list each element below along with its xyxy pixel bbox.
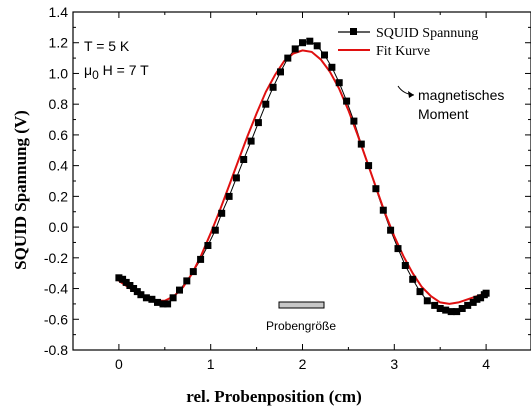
field-sub: 0 [92, 68, 99, 82]
squid-data-point [409, 275, 417, 283]
legend-squid-label: SQUID Spannung [376, 26, 478, 41]
moment-annotation-line2: Moment [418, 106, 469, 122]
y-tick-label: 1.0 [49, 65, 69, 81]
squid-data-point [122, 278, 130, 286]
squid-data-point [148, 295, 156, 303]
field-rest: H = 7 T [99, 62, 149, 78]
squid-data-point [423, 297, 431, 305]
squid-data-point [130, 285, 138, 292]
y-tick-label: -0.8 [44, 342, 68, 358]
squid-series-line [118, 40, 487, 313]
squid-data-point [269, 83, 277, 91]
squid-data-point [365, 162, 373, 170]
y-tick-label: 0.4 [49, 158, 69, 174]
squid-data-point [350, 117, 358, 125]
moment-arrowhead [408, 91, 414, 98]
squid-data-point [453, 308, 461, 316]
squid-data-point [469, 298, 477, 306]
squid-data-point [183, 277, 191, 285]
legend-squid-marker [350, 28, 357, 35]
x-tick-label: 4 [482, 356, 490, 372]
squid-data-point [142, 294, 150, 302]
squid-data-point [401, 262, 409, 269]
squid-data-point [197, 255, 205, 263]
x-tick-label: 0 [115, 356, 123, 372]
squid-data-point [313, 42, 321, 50]
y-axis-title: SQUID Spannung (V) [11, 110, 30, 270]
moment-annotation-line1: magnetisches [418, 87, 504, 103]
y-tick-label: 1.2 [49, 35, 69, 51]
squid-data-point [284, 54, 292, 62]
squid-data-point [189, 268, 197, 276]
squid-data-point [473, 295, 481, 303]
y-tick-label: 0.8 [49, 96, 69, 112]
squid-data-point [343, 97, 351, 105]
squid-data-point [482, 289, 490, 297]
squid-data-point [372, 185, 380, 193]
y-tick-label: 0.0 [49, 219, 69, 235]
squid-data-point [416, 288, 424, 296]
squid-data-point [254, 119, 262, 127]
field-mu: μ [84, 62, 92, 78]
squid-data-point [119, 275, 127, 283]
squid-data-point [464, 301, 472, 309]
squid-data-point [225, 192, 233, 200]
squid-data-point [291, 45, 299, 53]
squid-data-point [204, 242, 212, 249]
sample-size-bar [278, 301, 325, 309]
squid-data-point [115, 274, 123, 282]
squid-data-point [154, 298, 161, 306]
x-tick-label: 2 [299, 356, 307, 372]
y-tick-label: -0.4 [44, 281, 68, 297]
squid-data-point [240, 156, 248, 163]
squid-data-point [306, 37, 314, 45]
squid-data-point [126, 282, 134, 289]
squid-data-point [176, 286, 183, 294]
squid-data-point [328, 63, 336, 71]
squid-data-point [299, 39, 306, 47]
squid-data-point [277, 68, 284, 76]
y-tick-label: 0.6 [49, 127, 69, 143]
squid-data-point [436, 305, 444, 312]
squid-data-point [262, 100, 270, 108]
squid-data-point [232, 174, 240, 182]
squid-data-point [447, 308, 455, 316]
y-tick-label: 0.2 [49, 188, 69, 204]
squid-data-point [379, 206, 387, 214]
squid-data-point [357, 140, 365, 148]
squid-data-point [247, 137, 255, 145]
y-tick-label: -0.2 [44, 250, 68, 266]
legend-fit-label: Fit Kurve [376, 44, 430, 59]
x-axis-title: rel. Probenposition (cm) [186, 387, 362, 406]
x-tick-label: 3 [390, 356, 398, 372]
squid-data-point [218, 209, 226, 217]
squid-data-point [431, 301, 439, 309]
squid-data-point [321, 51, 328, 59]
squid-data-point [394, 245, 402, 253]
squid-data-point [477, 294, 485, 302]
field-annotation: μ0 H = 7 T [84, 62, 149, 82]
squid-data-point [169, 294, 177, 302]
y-tick-label: -0.6 [44, 311, 68, 327]
temperature-annotation: T = 5 K [84, 38, 130, 54]
squid-data-point [164, 300, 172, 308]
y-tick-label: 1.4 [49, 4, 69, 20]
squid-data-point [133, 288, 141, 296]
sample-size-label: Probengröße [266, 319, 336, 333]
squid-data-point [137, 291, 145, 299]
squid-data-point [387, 226, 395, 234]
squid-data-point [335, 79, 343, 87]
legend: SQUID Spannung Fit Kurve [338, 26, 478, 59]
squid-data-point [159, 300, 167, 308]
squid-data-point [458, 305, 466, 312]
x-tick-label: 1 [207, 356, 215, 372]
squid-data-point [442, 306, 450, 314]
squid-data-point [211, 226, 219, 234]
